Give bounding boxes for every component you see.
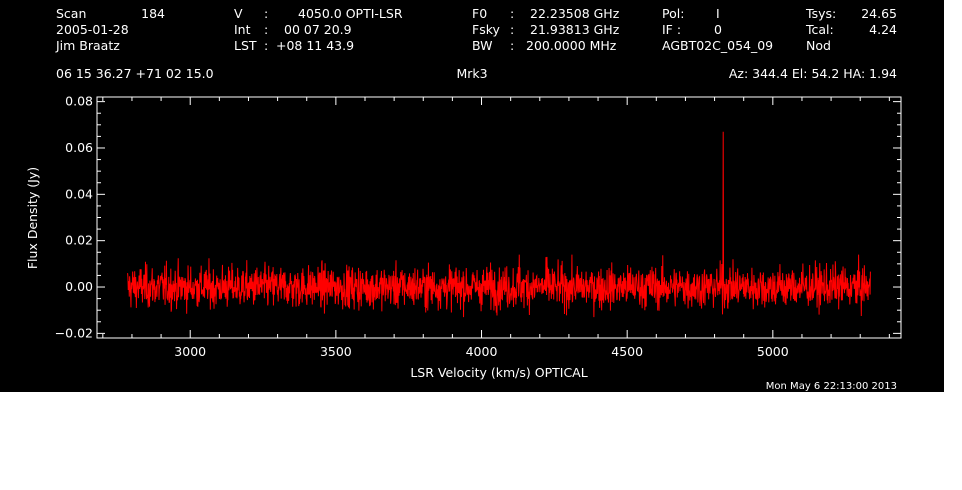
tcal-label: Tcal: xyxy=(805,22,834,37)
x-tick-label: 5000 xyxy=(757,344,789,359)
fsky-label: Fsky xyxy=(472,22,500,37)
pol-label: Pol: xyxy=(662,6,684,21)
y-axis-ticks xyxy=(97,101,901,334)
f0-value: 22.23508 GHz xyxy=(530,6,620,21)
plot-timestamp: Mon May 6 22:13:00 2013 xyxy=(766,381,897,392)
observation-date: 2005-01-28 xyxy=(56,22,129,37)
pol-value: I xyxy=(716,6,720,21)
x-tick-label: 3500 xyxy=(320,344,352,359)
x-axis-tick-labels: 3000 3500 4000 4500 5000 xyxy=(174,344,788,359)
spectrum-plot-window: Scan 184 2005-01-28 Jim Braatz V : 4050.… xyxy=(0,0,944,392)
observer-name: Jim Braatz xyxy=(55,38,120,53)
y-tick-label: −0.02 xyxy=(55,325,93,340)
y-tick-label: 0.02 xyxy=(65,233,93,248)
az-el-ha: Az: 344.4 El: 54.2 HA: 1.94 xyxy=(729,66,897,81)
bw-label: BW xyxy=(472,38,493,53)
spectrum-chart: Scan 184 2005-01-28 Jim Braatz V : 4050.… xyxy=(25,6,902,392)
project-id: AGBT02C_054_09 xyxy=(662,38,773,53)
spectrum-series-line xyxy=(127,131,871,318)
if-value: 0 xyxy=(714,22,722,37)
observing-mode: Nod xyxy=(806,38,831,53)
tsys-value: 24.65 xyxy=(861,6,897,21)
velocity-value: 4050.0 OPTI-LSR xyxy=(298,6,403,21)
velocity-colon: : xyxy=(264,6,268,21)
int-colon: : xyxy=(264,22,268,37)
bw-colon: : xyxy=(510,38,514,53)
y-tick-label: 0.00 xyxy=(65,279,93,294)
lst-colon: : xyxy=(264,38,268,53)
x-tick-label: 4500 xyxy=(611,344,643,359)
int-label: Int xyxy=(234,22,251,37)
y-axis-label: Flux Density (Jy) xyxy=(25,167,40,269)
source-coordinates: 06 15 36.27 +71 02 15.0 xyxy=(56,66,214,81)
x-tick-label: 4000 xyxy=(466,344,498,359)
scan-label: Scan xyxy=(56,6,86,21)
y-tick-label: 0.06 xyxy=(65,140,93,155)
velocity-label: V xyxy=(234,6,243,21)
tcal-value: 4.24 xyxy=(869,22,897,37)
if-label: IF : xyxy=(662,22,681,37)
fsky-value: 21.93813 GHz xyxy=(530,22,620,37)
x-axis-label: LSR Velocity (km/s) OPTICAL xyxy=(410,365,587,380)
lst-value: +08 11 43.9 xyxy=(276,38,354,53)
int-value: 00 07 20.9 xyxy=(284,22,352,37)
x-axis-ticks xyxy=(102,97,890,338)
bw-value: 200.0000 MHz xyxy=(526,38,617,53)
source-name: Mrk3 xyxy=(456,66,487,81)
f0-label: F0 xyxy=(472,6,487,21)
scan-value: 184 xyxy=(141,6,165,21)
y-axis-tick-labels: −0.02 0.00 0.02 0.04 0.06 0.08 xyxy=(55,94,93,341)
y-tick-label: 0.08 xyxy=(65,94,93,109)
x-tick-label: 3000 xyxy=(174,344,206,359)
y-tick-label: 0.04 xyxy=(65,186,93,201)
f0-colon: : xyxy=(510,6,514,21)
lst-label: LST xyxy=(234,38,257,53)
tsys-label: Tsys: xyxy=(805,6,836,21)
fsky-colon: : xyxy=(510,22,514,37)
